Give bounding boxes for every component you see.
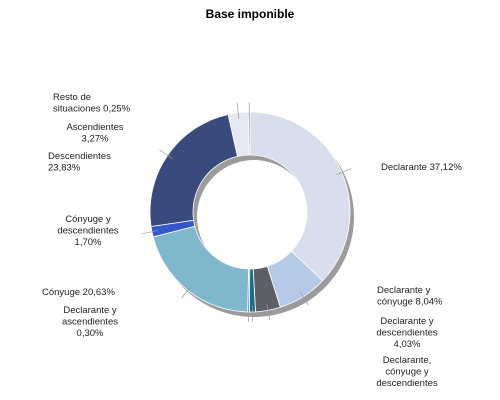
slice-label-declarante-y-descendientes: Declarante y descendientes 4,03% <box>376 316 438 350</box>
slice-label-line: Declarante y <box>380 316 434 327</box>
chart-title: Base imponible <box>205 7 295 21</box>
leader-declarante <box>336 168 352 176</box>
slice-label-line: Declarante y <box>63 305 117 316</box>
slice-resto-de-situaciones <box>248 111 251 156</box>
slice-label-line: Descendientes <box>48 151 111 162</box>
slice-declarante <box>249 111 351 282</box>
slice-label-line: 3,27% <box>82 134 109 145</box>
slice-label-line: descendientes <box>376 328 438 339</box>
slice-label-declarante: Declarante 37,12% <box>381 162 462 173</box>
slice-label-line: descendientes <box>376 378 438 389</box>
slice-label-line: Resto de <box>53 92 91 103</box>
slice-label-line: ascendientes <box>62 317 118 328</box>
slice-label-line: 4,03% <box>394 339 421 350</box>
slice-label-line: 1,70% <box>75 237 102 248</box>
slice-label-line: Declarante 37,12% <box>381 162 462 173</box>
slice-label-ascendientes: Ascendientes 3,27% <box>66 122 123 145</box>
slice-label-line: Declarante, <box>383 355 432 366</box>
slice-label-resto-de-situaciones: Resto de situaciones 0,25% <box>53 92 131 115</box>
leader-lines <box>142 102 352 322</box>
slice-label-descendientes: Descendientes 23,83% <box>48 151 111 174</box>
slice-label-line: Cónyuge y <box>65 214 111 225</box>
slice-label-conyuge: Cónyuge 20,63% <box>42 287 115 298</box>
leader-conyuge <box>181 285 192 299</box>
slice-label-line: Declarante y <box>377 285 431 296</box>
slice-label-line: Ascendientes <box>66 122 123 133</box>
slice-label-line: cónyuge y <box>385 367 429 378</box>
leader-ascendientes <box>236 102 240 119</box>
donut-slices <box>149 111 351 313</box>
slice-label-line: descendientes <box>57 226 119 237</box>
slice-label-conyuge-y-descendientes: Cónyuge y descendientes 1,70% <box>57 214 119 248</box>
slice-label-declarante-y-conyuge: Declarante y cónyuge 8,04% <box>377 285 443 308</box>
slice-label-line: 0,30% <box>77 328 104 339</box>
slice-labels: Declarante 37,12%Declarante y cónyuge 8,0… <box>42 92 462 389</box>
slice-label-line: 23,83% <box>48 163 81 174</box>
slice-label-line: Cónyuge 20,63% <box>42 287 115 298</box>
leader-descendientes <box>159 149 173 160</box>
slice-label-declarante-conyuge-y-descendientes: Declarante, cónyuge y descendientes <box>376 355 438 389</box>
slice-label-declarante-y-ascendientes: Declarante y ascendientes 0,30% <box>62 305 118 339</box>
leader-declarante-y-descendientes <box>266 304 271 321</box>
leader-conyuge-y-descendientes <box>142 230 158 235</box>
slice-label-line: situaciones 0,25% <box>53 104 131 115</box>
slice-label-line: cónyuge 8,04% <box>377 297 443 308</box>
leader-declarante-y-conyuge <box>299 291 309 306</box>
